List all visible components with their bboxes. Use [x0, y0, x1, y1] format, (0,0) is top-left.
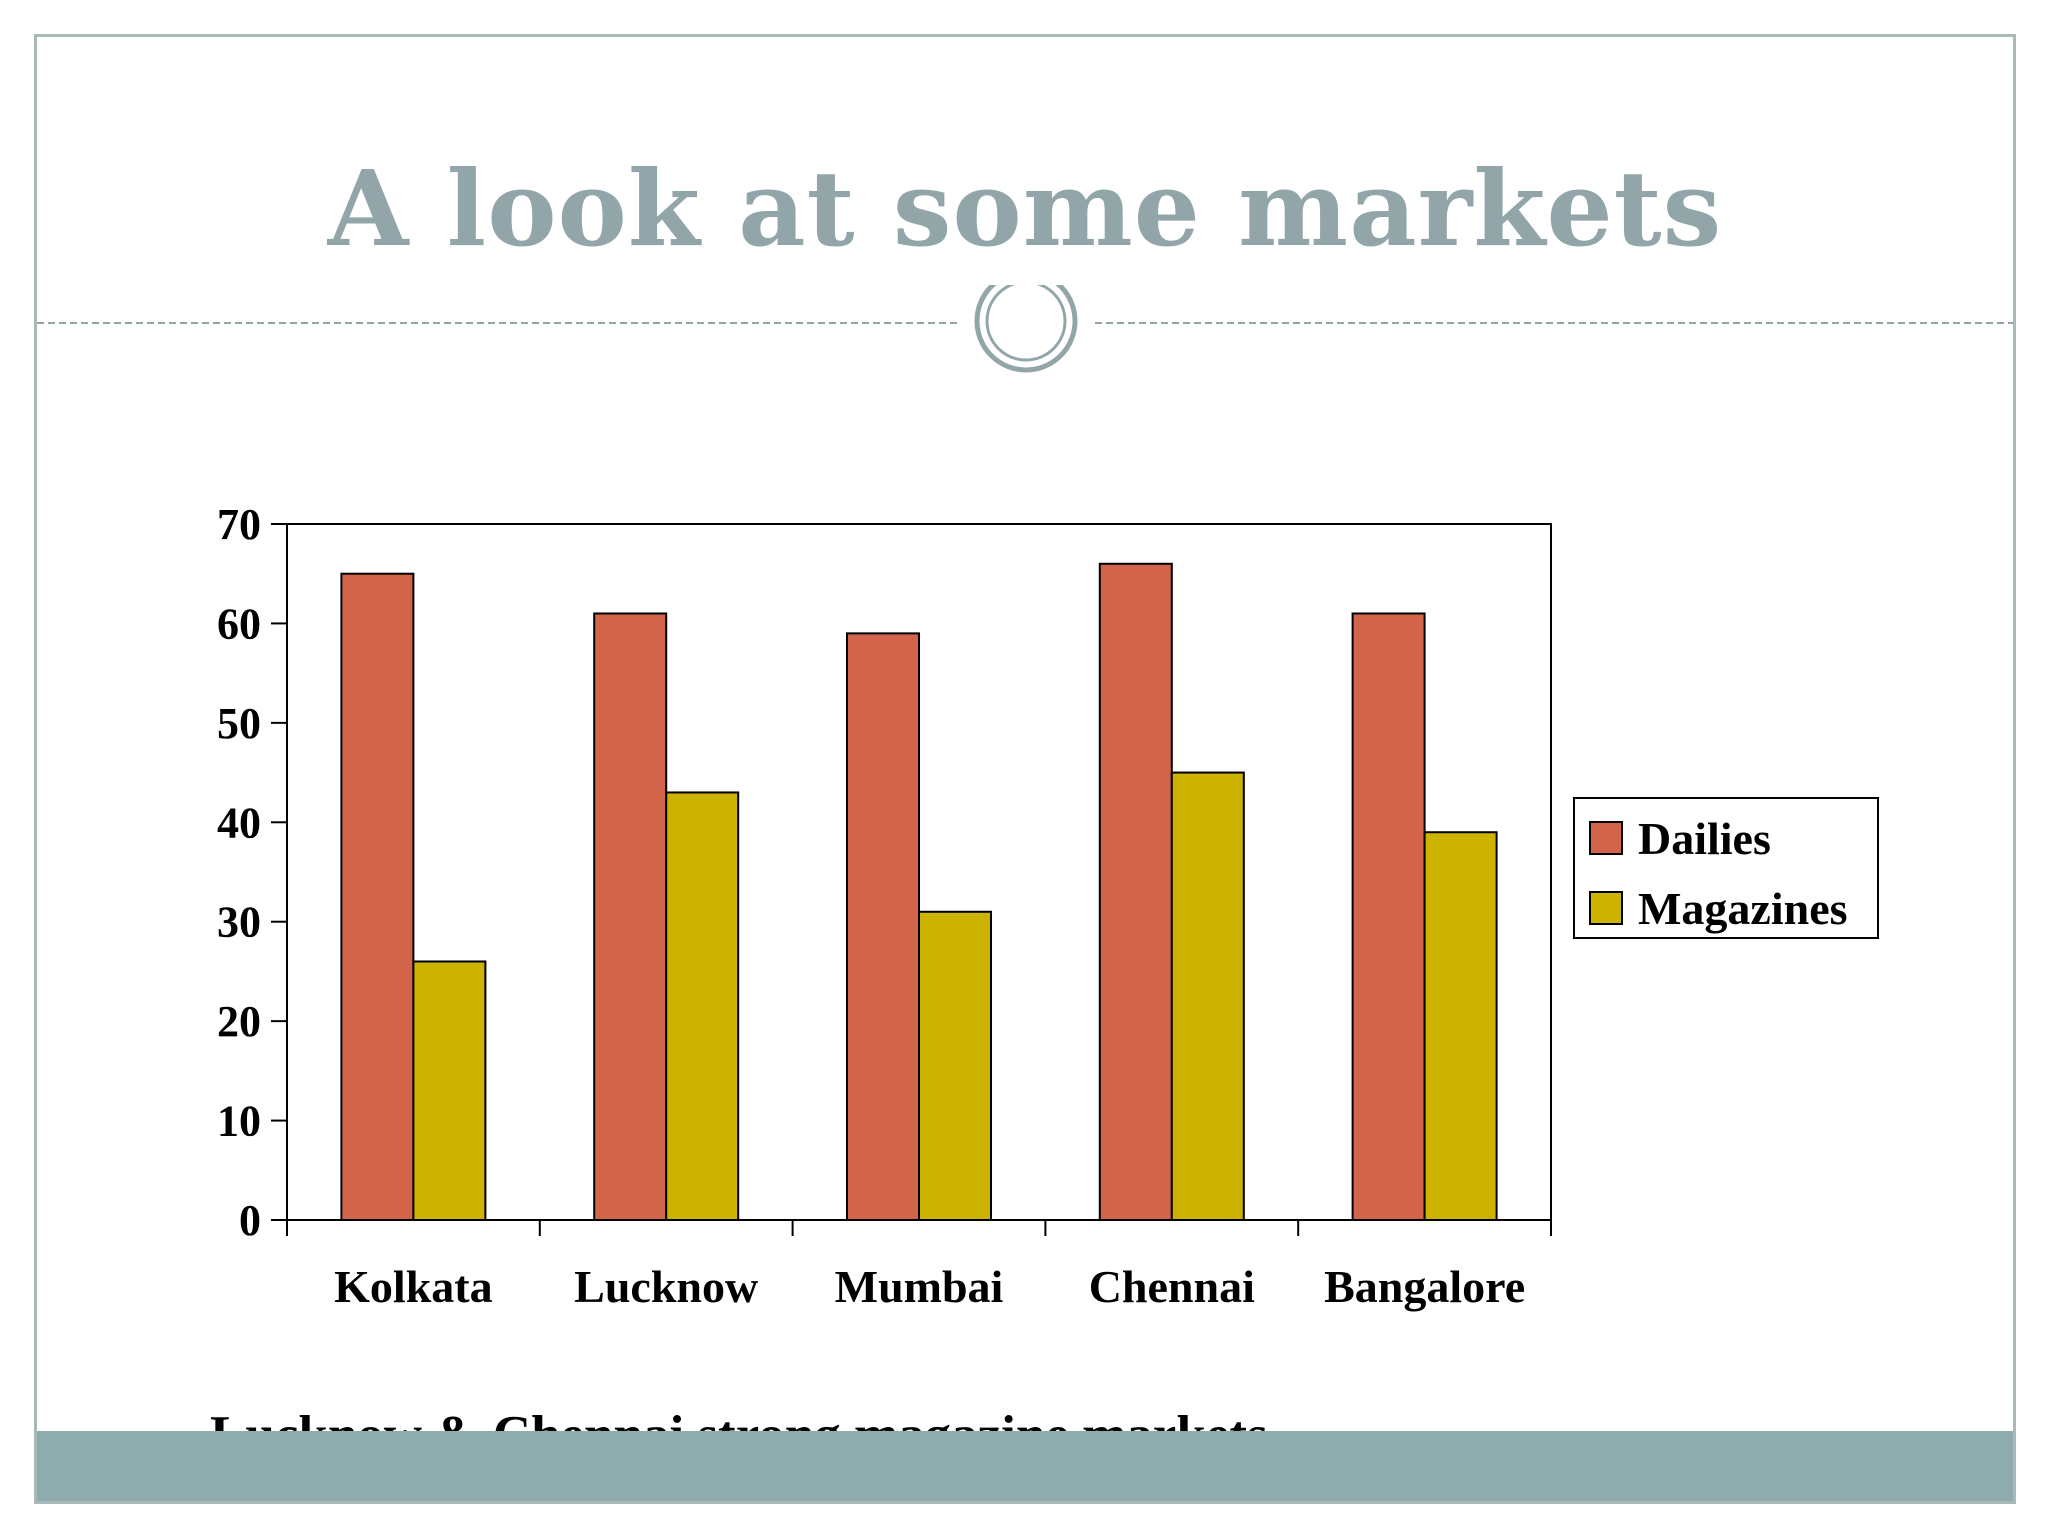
slide-title: A look at some markets [327, 147, 1723, 270]
bar-dailies-bangalore [1351, 612, 1426, 1221]
y-tick-label: 50 [217, 699, 261, 748]
bar-dailies-kolkata [340, 572, 415, 1221]
x-tick-label: Chennai [1089, 1261, 1255, 1312]
slide: A look at some markets 0 10 20 30 40 50 60 70 Ko… [34, 34, 2016, 1504]
x-tick-label: Lucknow [574, 1261, 758, 1312]
legend-box [1573, 797, 1879, 939]
divider-ring-inner [985, 285, 1067, 362]
legend-label-magazines: Magazines [1638, 883, 1848, 934]
x-tick-label: Mumbai [835, 1261, 1004, 1312]
bar-dailies-mumbai [846, 632, 920, 1221]
legend-label-dailies: Dailies [1638, 813, 1771, 864]
bar-magazines-lucknow [665, 791, 740, 1221]
x-tick-label: Kolkata [334, 1261, 492, 1312]
y-tick-label: 10 [217, 1097, 261, 1146]
y-tick-label: 20 [217, 997, 261, 1046]
bar-magazines-chennai [1170, 771, 1245, 1221]
y-tick-label: 40 [217, 798, 261, 847]
legend-swatch-magazines [1589, 891, 1623, 925]
x-tick-label: Bangalore [1324, 1261, 1525, 1312]
bar-magazines-bangalore [1423, 831, 1498, 1221]
bar-magazines-kolkata [412, 960, 487, 1221]
footer-bar [37, 1431, 2013, 1501]
legend-swatch-dailies [1589, 821, 1623, 855]
bar-chart: 0 10 20 30 40 50 60 70 Kolkata Lucknow Mumbai Chenn… [217, 500, 1879, 1312]
y-tick-label: 70 [217, 500, 261, 549]
bar-magazines-mumbai [918, 910, 992, 1221]
bar-dailies-lucknow [593, 612, 668, 1221]
y-tick-label: 60 [217, 599, 261, 648]
y-tick-label: 30 [217, 898, 261, 947]
bar-dailies-chennai [1098, 562, 1173, 1221]
title-divider [37, 285, 2013, 373]
y-tick-label: 0 [239, 1196, 261, 1245]
